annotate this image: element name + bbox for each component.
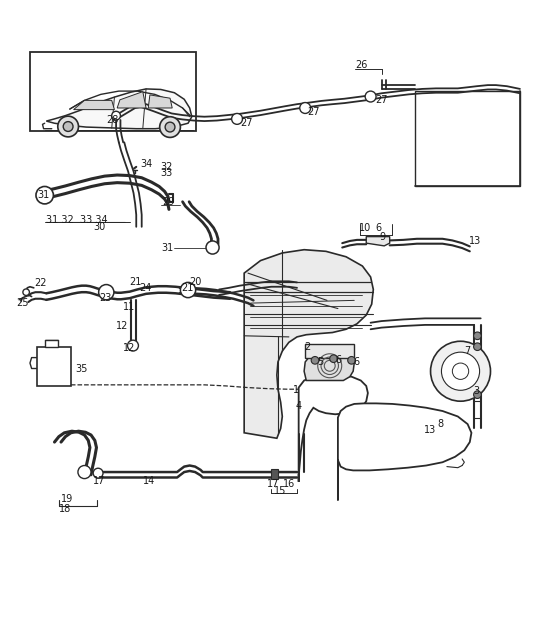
- Text: 3: 3: [473, 386, 479, 396]
- Text: 34: 34: [141, 159, 153, 169]
- Text: 26: 26: [355, 60, 368, 70]
- Circle shape: [365, 91, 376, 102]
- Circle shape: [160, 117, 180, 138]
- Polygon shape: [366, 237, 390, 246]
- Circle shape: [431, 341, 490, 401]
- Bar: [37, 347, 71, 386]
- Text: 6: 6: [375, 223, 381, 233]
- Text: 15: 15: [274, 486, 286, 496]
- Circle shape: [36, 187, 53, 204]
- Text: 9: 9: [379, 232, 385, 242]
- Text: 32: 32: [161, 162, 173, 172]
- Text: 7: 7: [464, 346, 470, 356]
- Text: 8: 8: [437, 419, 443, 429]
- Circle shape: [452, 363, 469, 379]
- Circle shape: [330, 355, 337, 362]
- Circle shape: [165, 122, 175, 132]
- Text: 27: 27: [375, 95, 387, 106]
- Circle shape: [180, 283, 196, 298]
- Bar: [30, 52, 196, 131]
- Text: 33: 33: [161, 168, 173, 178]
- Text: 13: 13: [424, 425, 436, 435]
- Text: 13: 13: [469, 236, 481, 246]
- Text: 24: 24: [139, 283, 152, 293]
- Text: 28: 28: [106, 115, 119, 125]
- Text: 27: 27: [307, 107, 319, 117]
- Text: 14: 14: [143, 476, 155, 486]
- Circle shape: [78, 465, 91, 479]
- Text: 35: 35: [75, 364, 88, 374]
- Polygon shape: [299, 375, 368, 482]
- Polygon shape: [244, 250, 373, 438]
- Text: 12: 12: [116, 321, 128, 331]
- Text: 6: 6: [335, 355, 341, 365]
- Polygon shape: [74, 100, 114, 110]
- Bar: [305, 344, 354, 357]
- Circle shape: [128, 340, 138, 351]
- Text: 1: 1: [293, 386, 299, 395]
- Text: 23: 23: [99, 293, 112, 303]
- Circle shape: [474, 343, 481, 350]
- Text: 16: 16: [283, 479, 295, 489]
- Circle shape: [348, 357, 355, 364]
- Polygon shape: [304, 351, 354, 381]
- Circle shape: [300, 102, 311, 114]
- Circle shape: [99, 284, 114, 300]
- Circle shape: [206, 241, 219, 254]
- Circle shape: [58, 116, 78, 137]
- Text: 17: 17: [93, 476, 105, 486]
- Circle shape: [112, 111, 120, 120]
- Text: 21: 21: [130, 278, 142, 288]
- Text: 12: 12: [123, 343, 135, 353]
- Text: 22: 22: [34, 278, 46, 288]
- Circle shape: [23, 289, 29, 295]
- Text: 21: 21: [181, 283, 193, 293]
- Text: 20: 20: [190, 278, 202, 288]
- Bar: [45, 340, 58, 347]
- Text: 29: 29: [162, 197, 175, 207]
- Text: 19: 19: [61, 494, 73, 504]
- Bar: [271, 468, 278, 479]
- Circle shape: [93, 468, 103, 478]
- Polygon shape: [148, 95, 172, 108]
- Text: 18: 18: [59, 504, 71, 514]
- Text: 5: 5: [317, 357, 323, 367]
- Text: 2: 2: [304, 342, 310, 352]
- Polygon shape: [46, 89, 192, 129]
- Text: 10: 10: [359, 223, 371, 233]
- Text: 6: 6: [353, 357, 359, 367]
- Circle shape: [63, 122, 73, 131]
- Text: 31 32  33 34: 31 32 33 34: [46, 215, 108, 225]
- Text: 27: 27: [240, 118, 252, 128]
- Bar: [415, 90, 520, 186]
- Text: 31: 31: [161, 242, 173, 252]
- Text: 31: 31: [37, 190, 49, 200]
- Text: 4: 4: [295, 401, 301, 411]
- Polygon shape: [117, 92, 146, 108]
- Circle shape: [311, 357, 319, 364]
- Text: 25: 25: [16, 298, 29, 308]
- Circle shape: [474, 332, 481, 340]
- Text: 17: 17: [267, 479, 280, 489]
- Circle shape: [232, 114, 243, 124]
- Text: 30: 30: [94, 222, 106, 232]
- Polygon shape: [338, 403, 471, 501]
- Circle shape: [441, 352, 480, 390]
- Circle shape: [474, 391, 481, 399]
- Text: 11: 11: [123, 303, 135, 313]
